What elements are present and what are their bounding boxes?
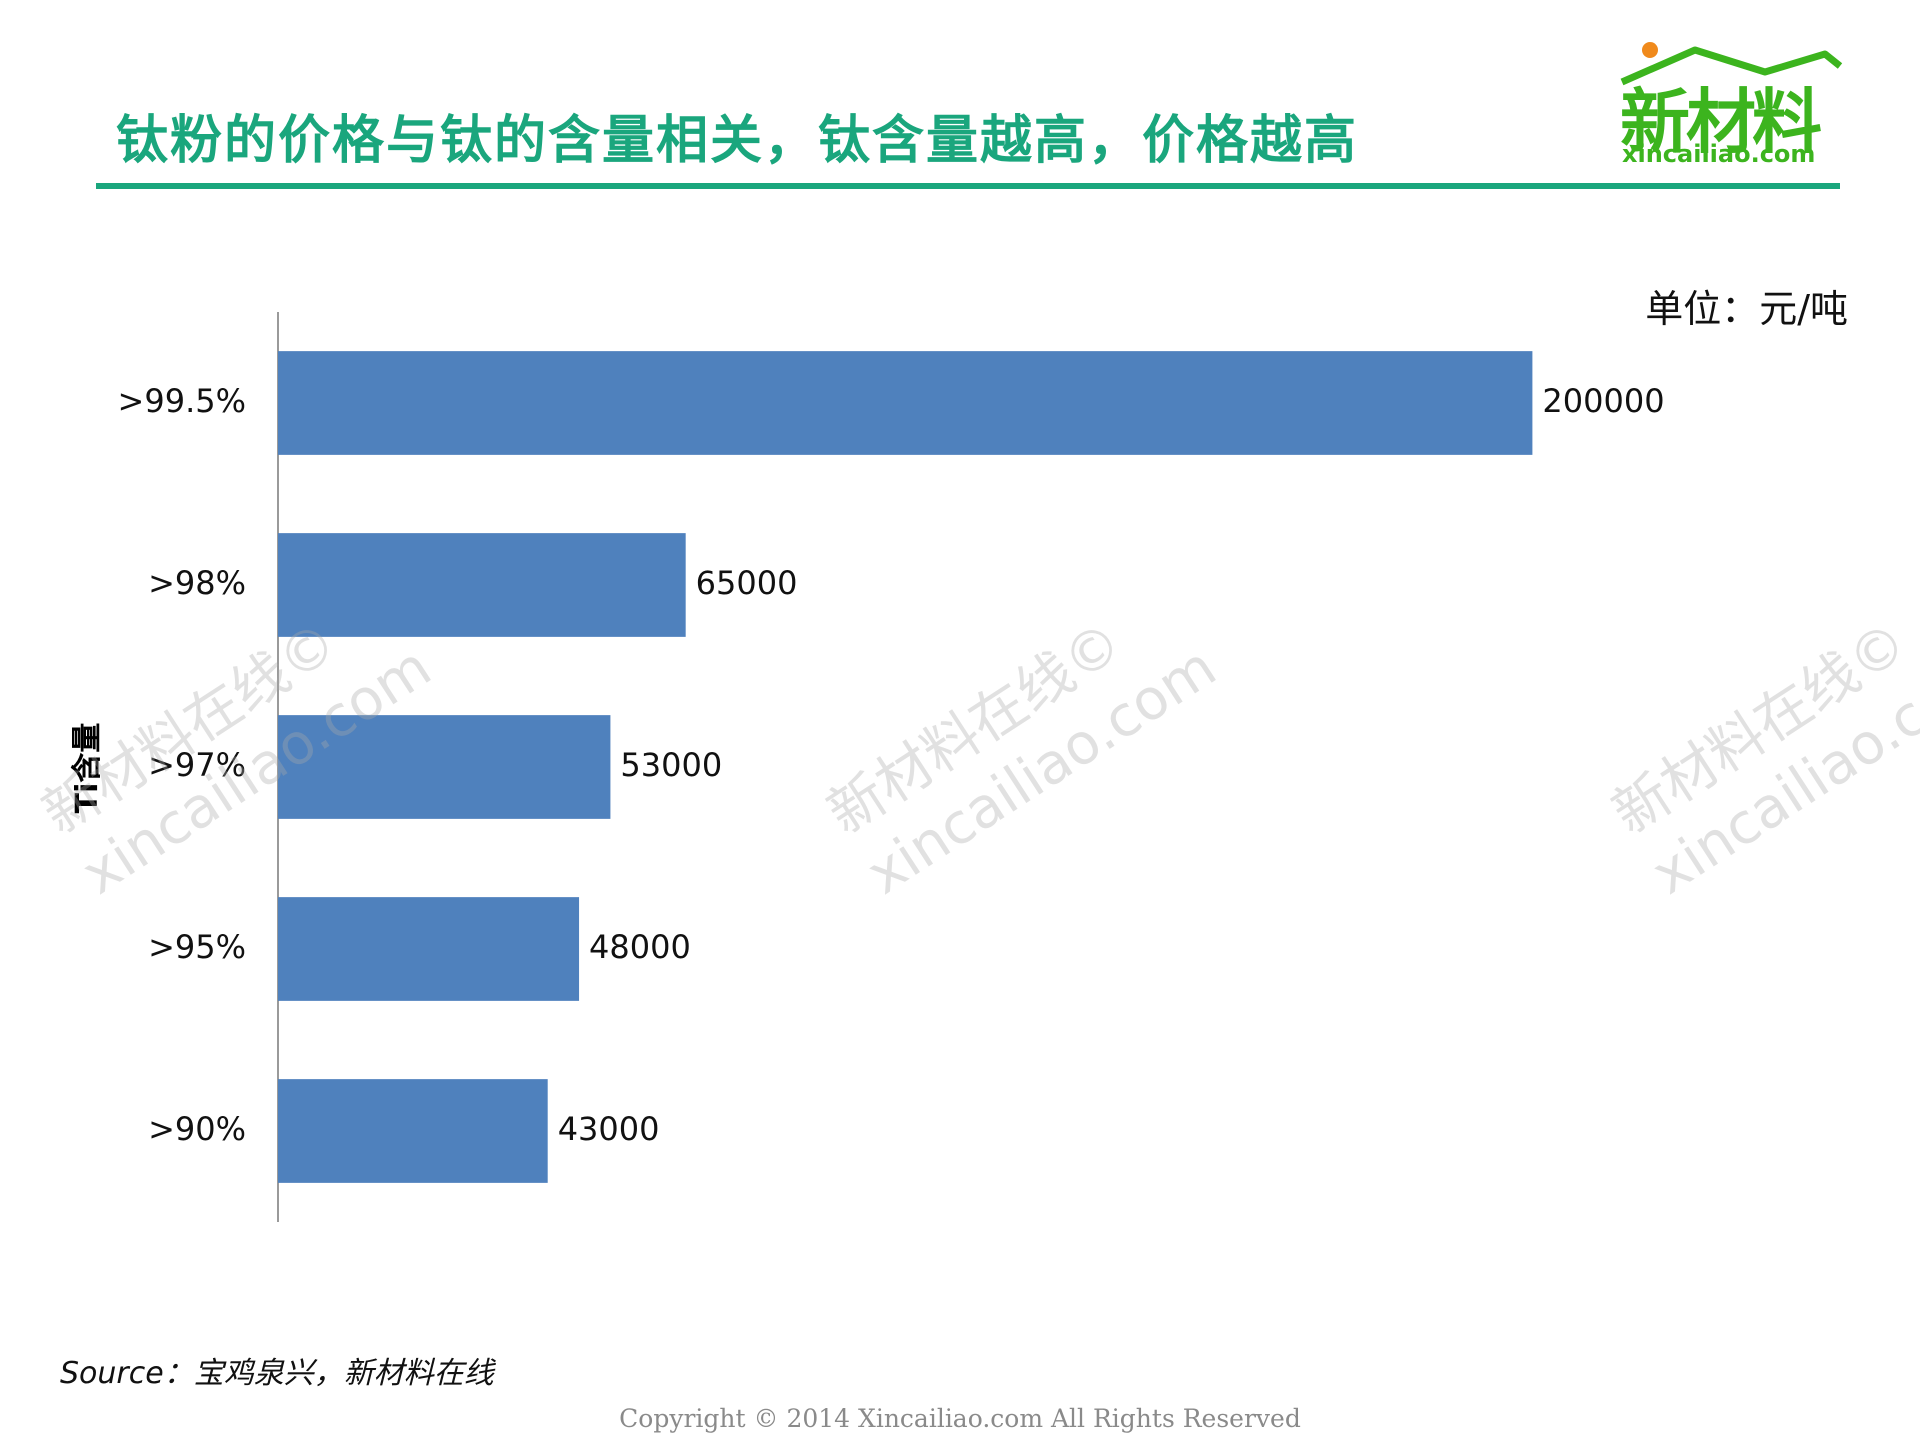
data-label: 65000 (696, 564, 798, 602)
copyright-notice: Copyright © 2014 Xincailiao.com All Righ… (619, 1404, 1301, 1433)
logo-wordmark: 新材料 (1620, 81, 1822, 163)
category-tick-label: >90% (148, 1110, 246, 1148)
data-label: 200000 (1542, 382, 1664, 420)
page-title: 钛粉的价格与钛的含量相关，钛含量越高，价格越高 (116, 111, 1359, 171)
unit-label: 单位：元/吨 (1645, 287, 1848, 331)
brand-logo: 新材料 xincailiao.com (1600, 36, 1860, 176)
category-tick-label: >95% (148, 928, 246, 966)
category-tick-label: >97% (148, 746, 246, 784)
category-tick-label: >99.5% (118, 382, 246, 420)
data-label: 43000 (558, 1110, 660, 1148)
bar (278, 533, 686, 637)
logo-roof-icon (1620, 42, 1843, 86)
source-note: Source：宝鸡泉兴，新材料在线 (60, 1356, 494, 1391)
data-label: 48000 (589, 928, 691, 966)
data-label: 53000 (620, 746, 722, 784)
title-divider (96, 183, 1840, 189)
logo-url: xincailiao.com (1622, 140, 1816, 168)
bar (278, 1079, 548, 1183)
bar (278, 897, 580, 1001)
bar (278, 715, 611, 819)
bar (278, 351, 1533, 455)
category-tick-label: >98% (148, 564, 246, 602)
